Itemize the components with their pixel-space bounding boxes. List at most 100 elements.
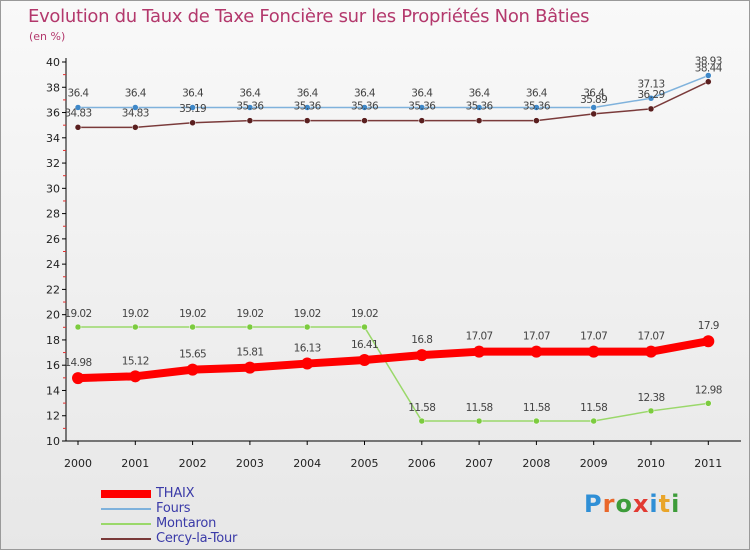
data-label-cercy-la-tour: 34.83 (64, 107, 91, 119)
data-point-fours (74, 104, 82, 111)
data-label-fours: 36.4 (354, 87, 376, 99)
data-point-fours (418, 104, 426, 111)
data-point-thaix (243, 361, 256, 374)
data-label-fours: 36.4 (526, 87, 548, 99)
data-point-fours (647, 95, 655, 102)
series-line-fours (78, 74, 709, 109)
data-label-cercy-la-tour: 35.36 (236, 101, 264, 113)
data-label-cercy-la-tour: 35.36 (294, 101, 322, 113)
legend-label-fours: Fours (156, 501, 191, 516)
series-layer (72, 72, 715, 425)
data-label-montaron: 11.58 (580, 402, 607, 414)
data-point-montaron (132, 323, 139, 331)
data-label-montaron: 11.58 (523, 402, 550, 414)
data-point-thaix (358, 354, 371, 367)
logo-letter: i (671, 490, 681, 518)
x-tick-label: 2004 (293, 457, 321, 470)
data-label-cercy-la-tour: 35.36 (351, 101, 379, 113)
data-point-montaron (246, 323, 254, 331)
legend-swatch-fours (101, 508, 151, 510)
data-point-thaix (72, 372, 84, 385)
data-point-montaron (189, 323, 196, 331)
data-label-montaron: 19.02 (122, 308, 149, 320)
data-label-fours: 36.4 (182, 87, 204, 99)
data-point-cercy-la-tour (303, 117, 311, 124)
data-label-thaix: 14.98 (64, 357, 91, 369)
data-point-cercy-la-tour (475, 117, 483, 124)
y-tick-label: 30 (46, 182, 60, 195)
data-label-montaron: 11.58 (408, 402, 435, 414)
data-point-cercy-la-tour (246, 117, 254, 124)
data-point-thaix (473, 345, 486, 358)
data-point-cercy-la-tour (533, 117, 540, 124)
data-point-montaron (74, 323, 82, 331)
data-point-fours (132, 104, 139, 111)
data-label-fours: 36.4 (239, 87, 261, 99)
data-label-thaix: 17.07 (580, 331, 607, 343)
data-label-cercy-la-tour: 35.89 (580, 94, 607, 106)
chart-axes: 10 12 14 16 18 20 22 24 26 28 30 32 34 36 38 40 2000 2001… (46, 56, 741, 470)
data-label-cercy-la-tour: 35.19 (179, 103, 206, 115)
data-point-thaix (530, 345, 543, 358)
data-label-montaron: 19.02 (64, 308, 91, 320)
chart-title: Evolution du Taux de Taxe Foncière sur l… (28, 6, 590, 27)
data-point-cercy-la-tour (590, 110, 597, 118)
data-point-thaix (186, 363, 199, 376)
series-line-thaix (74, 337, 713, 383)
y-tick-label: 40 (46, 56, 60, 69)
data-point-cercy-la-tour (418, 117, 426, 124)
x-tick-label: 2002 (179, 457, 207, 470)
y-tick-label: 18 (46, 334, 60, 347)
data-label-thaix: 16.13 (294, 343, 321, 355)
y-tick-label: 36 (46, 107, 60, 120)
data-label-thaix: 16.8 (411, 334, 432, 346)
data-label-fours: 37.13 (637, 78, 664, 90)
data-label-thaix: 17.07 (637, 331, 664, 343)
x-tick-label: 2005 (351, 457, 379, 470)
data-point-montaron (303, 323, 311, 331)
data-point-fours (246, 104, 254, 111)
y-tick-label: 24 (46, 258, 60, 271)
data-point-fours (189, 104, 196, 111)
data-label-thaix: 15.65 (179, 349, 206, 361)
data-labels-fours: 36.4 36.4 36.4 36.4 36.4 36.4 36.4 36.4 36.4 36.4… (68, 56, 723, 100)
y-axis-unit-label: (en %) (29, 30, 66, 43)
data-point-fours (475, 104, 483, 111)
data-point-thaix (702, 335, 715, 348)
data-label-montaron: 12.98 (695, 384, 722, 396)
y-tick-label: 20 (46, 309, 60, 322)
data-labels-layer: 19.02 19.02 19.02 19.02 19.02 19.02 11.58 11.58… (64, 56, 723, 415)
data-point-fours (303, 104, 311, 111)
logo-letter: r (602, 490, 616, 518)
y-tick-label: 28 (46, 208, 60, 221)
data-point-fours (533, 104, 540, 111)
data-label-fours: 36.4 (583, 87, 605, 99)
data-point-cercy-la-tour (74, 124, 82, 131)
data-point-thaix (415, 349, 428, 362)
data-point-thaix (129, 370, 142, 383)
data-point-fours (705, 72, 712, 79)
data-point-montaron (647, 407, 655, 415)
logo-letter: i (649, 490, 659, 518)
y-tick-label: 34 (46, 132, 60, 145)
x-tick-label: 2011 (694, 457, 722, 470)
y-tick-label: 14 (46, 384, 60, 397)
data-point-thaix (587, 345, 600, 358)
data-labels-thaix: 14.98 15.12 15.65 15.81 16.13 16.41 16.8 17.07 1… (64, 320, 719, 369)
y-tick-label: 32 (46, 157, 60, 170)
data-point-montaron (475, 417, 483, 425)
data-label-montaron: 19.02 (351, 308, 378, 320)
legend-label-thaix: THAIX (156, 486, 195, 501)
data-label-cercy-la-tour: 35.36 (523, 101, 551, 113)
data-label-fours: 36.4 (297, 87, 319, 99)
data-point-montaron (590, 417, 597, 425)
series-line-cercy-la-tour (78, 81, 709, 129)
x-tick-label: 2007 (465, 457, 493, 470)
series-montaron (74, 323, 712, 425)
y-tick-label: 12 (46, 410, 60, 423)
data-label-montaron: 19.02 (294, 308, 321, 320)
data-point-cercy-la-tour (361, 117, 368, 124)
y-tick-label: 38 (46, 81, 60, 94)
data-label-cercy-la-tour: 36.29 (637, 89, 664, 101)
